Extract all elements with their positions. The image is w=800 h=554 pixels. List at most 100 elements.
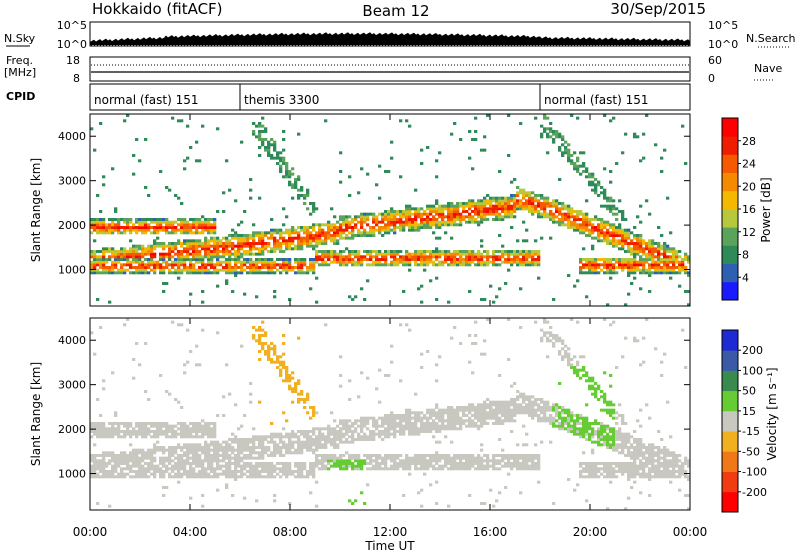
heatmap-cell [426, 416, 430, 420]
heatmap-cell [603, 220, 607, 224]
heatmap-cell [300, 194, 304, 197]
heatmap-cell [270, 467, 274, 471]
heatmap-cell [219, 239, 223, 243]
heatmap-cell [498, 411, 502, 415]
heatmap-cell [207, 448, 211, 452]
heatmap-cell [519, 191, 523, 195]
heatmap-cell [432, 210, 436, 213]
heatmap-cell [435, 212, 439, 216]
heatmap-cell [222, 451, 226, 455]
heatmap-cell [285, 432, 289, 436]
heatmap-cell [321, 464, 325, 468]
heatmap-cell [558, 178, 562, 181]
heatmap-cell [576, 215, 580, 219]
heatmap-cell [534, 252, 538, 256]
heatmap-cell [153, 470, 157, 473]
heatmap-cell [255, 268, 259, 272]
heatmap-cell [606, 260, 610, 264]
heatmap-cell [648, 212, 652, 216]
heatmap-cell [588, 218, 592, 221]
heatmap-cell [288, 446, 292, 449]
heatmap-cell [606, 242, 610, 245]
heatmap-cell [441, 207, 445, 211]
heatmap-cell [369, 454, 373, 457]
heatmap-cell [174, 194, 178, 197]
heatmap-cell [270, 435, 274, 439]
heatmap-cell [138, 448, 142, 452]
heatmap-cell [603, 258, 607, 261]
heatmap-cell [402, 430, 406, 433]
heatmap-cell [450, 422, 454, 425]
heatmap-cell [174, 271, 178, 275]
heatmap-cell [117, 252, 121, 256]
heatmap-cell [501, 419, 505, 423]
heatmap-cell [405, 255, 409, 259]
heatmap-cell [297, 226, 301, 229]
heatmap-cell [651, 271, 655, 275]
heatmap-cell [162, 464, 166, 468]
heatmap-cell [447, 223, 451, 227]
heatmap-cell [567, 204, 571, 208]
heatmap-cell [495, 462, 499, 465]
heatmap-cell [666, 263, 670, 267]
heatmap-cell [168, 456, 172, 460]
heatmap-cell [135, 464, 139, 468]
heatmap-cell [120, 422, 124, 425]
heatmap-cell [492, 416, 496, 420]
heatmap-cell [171, 116, 175, 120]
heatmap-cell [243, 467, 247, 471]
heatmap-cell [639, 287, 643, 291]
heatmap-cell [330, 432, 334, 436]
heatmap-cell [282, 263, 286, 267]
heatmap-cell [501, 204, 505, 208]
heatmap-cell [237, 448, 241, 452]
heatmap-cell [282, 342, 286, 345]
heatmap-cell [339, 438, 343, 441]
freq-label-line1: Freq. [6, 54, 33, 67]
heatmap-cell [390, 260, 394, 264]
heatmap-cell [291, 440, 295, 444]
heatmap-cell [171, 448, 175, 452]
heatmap-cell [174, 472, 178, 476]
heatmap-cell [684, 271, 688, 275]
heatmap-cell [306, 472, 310, 476]
heatmap-cell [387, 170, 391, 173]
heatmap-cell [330, 223, 334, 227]
heatmap-cell [510, 416, 514, 420]
heatmap-cell [420, 207, 424, 211]
heatmap-cell [606, 266, 610, 269]
heatmap-cell [93, 454, 97, 457]
heatmap-cell [438, 207, 442, 211]
heatmap-cell [162, 494, 166, 497]
heatmap-cell [309, 462, 313, 465]
heatmap-cell [600, 268, 604, 272]
heatmap-cell [165, 231, 169, 235]
heatmap-cell [495, 210, 499, 213]
heatmap-cell [231, 271, 235, 275]
heatmap-cell [333, 239, 337, 243]
heatmap-cell [507, 454, 511, 457]
heatmap-cell [303, 398, 307, 401]
heatmap-cell [105, 475, 109, 479]
heatmap-cell [285, 376, 289, 380]
heatmap-cell [663, 260, 667, 264]
heatmap-cell [309, 287, 313, 291]
heatmap-cell [513, 194, 517, 197]
heatmap-cell [621, 210, 625, 213]
heatmap-cell [390, 360, 394, 364]
heatmap-cell [153, 226, 157, 229]
heatmap-cell [648, 242, 652, 245]
heatmap-cell [135, 244, 139, 248]
heatmap-cell [159, 252, 163, 256]
heatmap-cell [273, 454, 277, 457]
heatmap-cell [609, 268, 613, 272]
heatmap-cell [327, 263, 331, 267]
heatmap-cell [426, 422, 430, 425]
heatmap-cell [138, 462, 142, 465]
heatmap-cell [192, 258, 196, 261]
heatmap-cell [441, 218, 445, 221]
heatmap-cell [225, 470, 229, 473]
colorbar-swatch [722, 281, 738, 301]
heatmap-cell [207, 456, 211, 460]
heatmap-cell [615, 207, 619, 211]
